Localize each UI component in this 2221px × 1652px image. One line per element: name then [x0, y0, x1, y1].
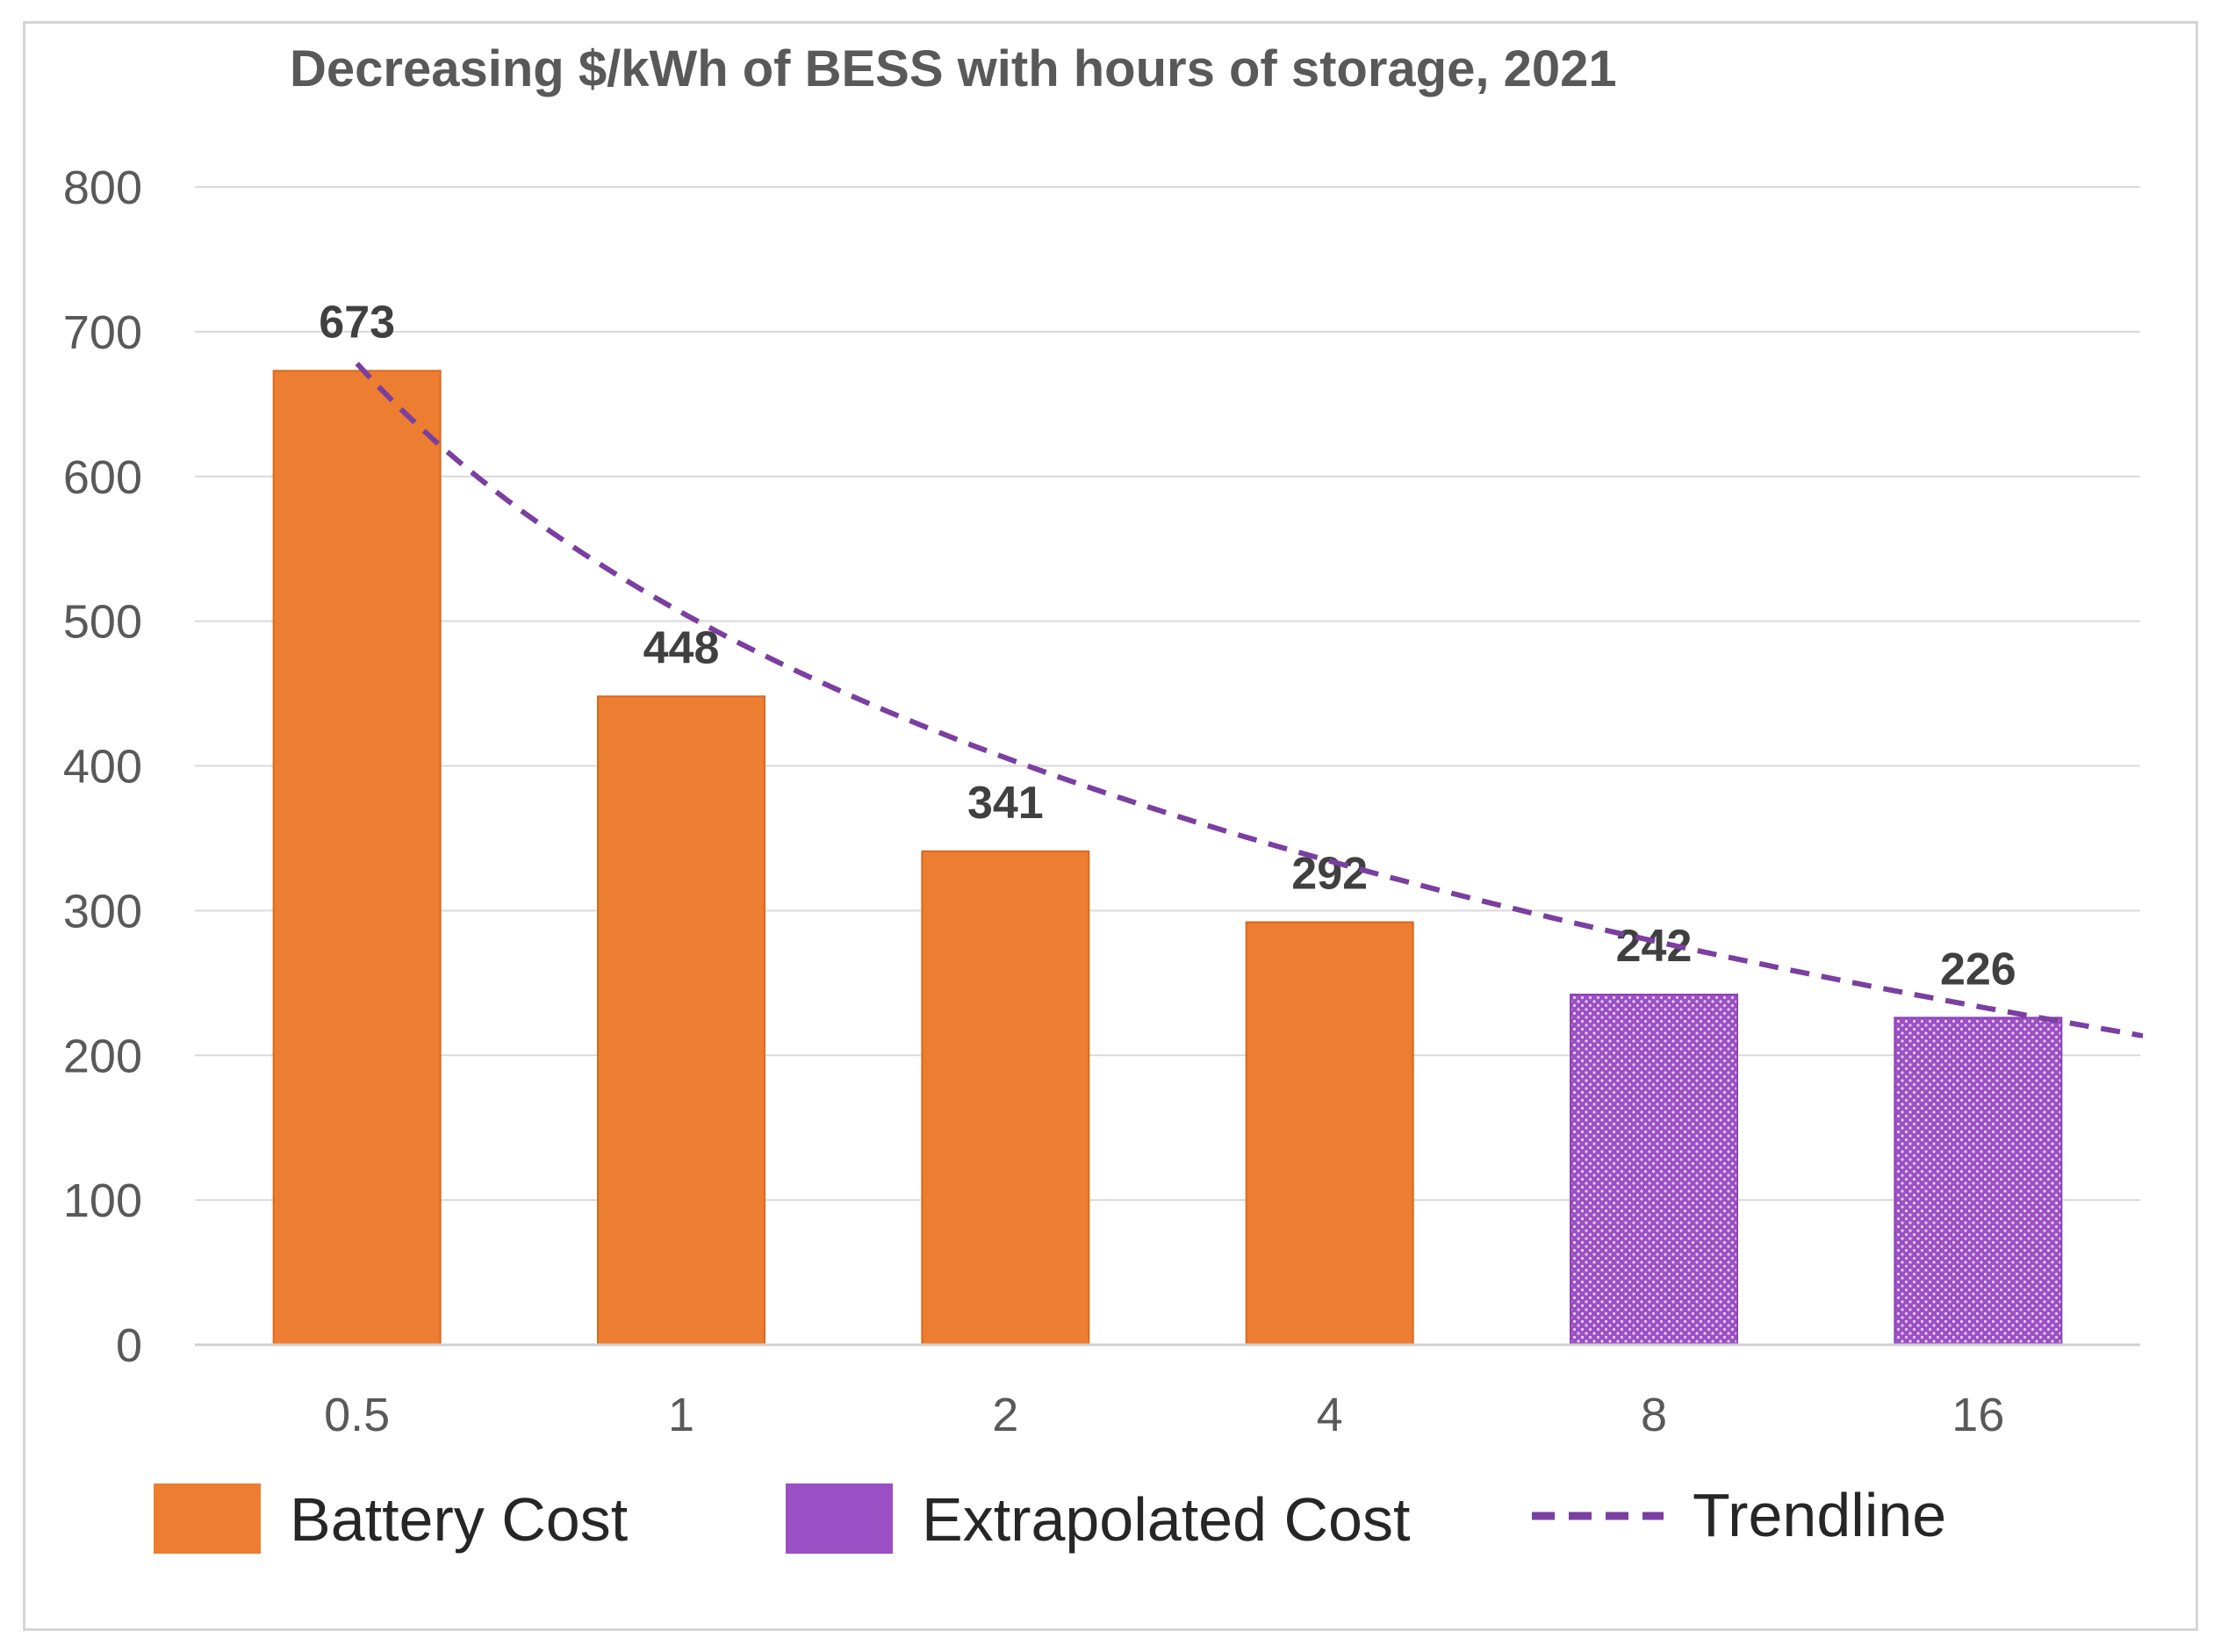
trendline [355, 362, 2143, 1038]
y-tick-label: 600 [63, 451, 142, 504]
legend-label-extrapolated-cost: Extrapolated Cost [922, 1485, 1410, 1554]
chart-title: Decreasing $/kWh of BESS with hours of s… [290, 40, 1617, 97]
legend-swatch-extrapolated-cost [786, 1483, 893, 1554]
bar-4 [1245, 921, 1414, 1346]
y-tick-label: 100 [63, 1174, 142, 1227]
bars [272, 370, 2063, 1346]
y-tick-label: 0 [116, 1319, 142, 1372]
trendline-group [355, 362, 2143, 1038]
legend-label-battery-cost: Battery Cost [290, 1485, 628, 1554]
bar-0.5 [272, 370, 442, 1346]
x-axis-tick-labels: 0.5 1 2 4 8 16 [324, 1389, 2004, 1441]
bar-1 [597, 695, 765, 1346]
y-axis-tick-labels: 0 100 200 300 400 500 600 700 800 [63, 162, 142, 1372]
x-tick-label: 4 [1317, 1389, 1343, 1441]
x-tick-label: 0.5 [324, 1389, 390, 1441]
y-tick-label: 400 [63, 741, 142, 794]
y-tick-label: 500 [63, 596, 142, 649]
x-tick-label: 16 [1951, 1389, 2004, 1441]
x-tick-label: 8 [1641, 1389, 1667, 1441]
data-label: 448 [643, 622, 720, 673]
legend: Battery Cost Extrapolated Cost Trendline [154, 1481, 1946, 1554]
data-label: 673 [319, 297, 395, 348]
legend-swatch-battery-cost [154, 1483, 261, 1554]
data-label: 226 [1940, 944, 2016, 995]
gridlines [195, 186, 2140, 1202]
y-tick-label: 700 [63, 306, 142, 359]
bar-16 [1894, 1016, 2063, 1346]
bar-2 [921, 850, 1090, 1346]
legend-label-trendline: Trendline [1693, 1481, 1946, 1549]
y-tick-label: 200 [63, 1030, 142, 1082]
data-label: 341 [967, 778, 1044, 829]
y-tick-label: 800 [63, 162, 142, 214]
bar-8 [1570, 994, 1738, 1346]
data-label: 292 [1291, 849, 1368, 900]
x-tick-label: 1 [668, 1389, 694, 1441]
y-tick-label: 300 [63, 885, 142, 937]
x-tick-label: 2 [992, 1389, 1018, 1441]
